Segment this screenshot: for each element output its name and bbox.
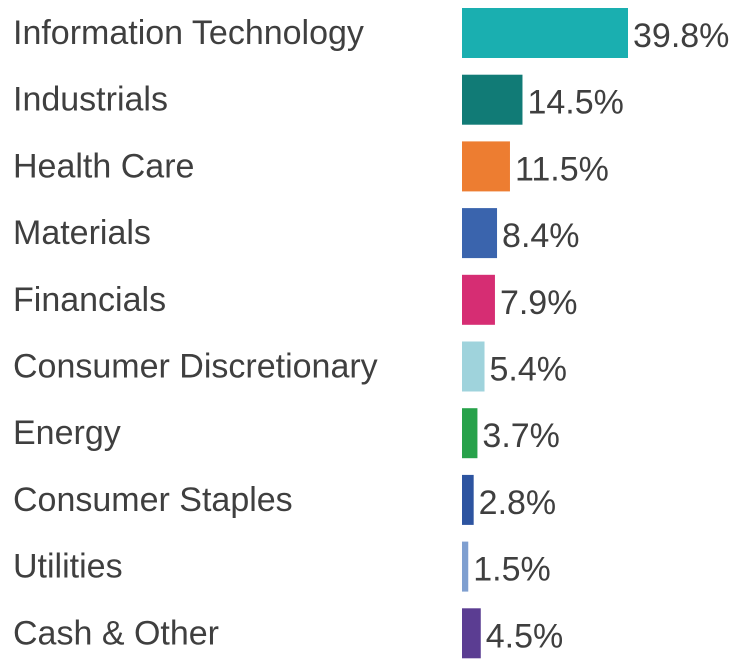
bar: [462, 141, 510, 192]
category-label: Information Technology: [13, 14, 364, 52]
category-label: Health Care: [13, 147, 194, 185]
bar: [462, 474, 474, 525]
bar: [462, 274, 495, 325]
value-labels: 39.8% 14.5% 11.5% 8.4% 7.9% 5.4% 3.7% 2.8% 1.5% 4…: [473, 17, 729, 655]
bars: [462, 8, 628, 659]
category-labels: Information Technology Industrials Health …: [13, 14, 378, 652]
bar: [462, 208, 498, 259]
value-label: 2.8%: [479, 484, 557, 522]
bar: [462, 74, 523, 125]
category-label: Financials: [13, 281, 166, 319]
category-label: Energy: [13, 414, 121, 452]
value-label: 3.7%: [482, 417, 559, 455]
bar: [462, 608, 481, 659]
value-label: 11.5%: [515, 150, 609, 188]
value-label: 4.5%: [486, 617, 563, 655]
value-label: 1.5%: [473, 551, 551, 589]
value-label: 5.4%: [490, 351, 567, 389]
value-label: 39.8%: [633, 17, 729, 55]
bar: [462, 408, 478, 459]
category-label: Consumer Staples: [13, 481, 293, 519]
category-label: Utilities: [13, 548, 123, 586]
category-label: Consumer Discretionary: [13, 348, 378, 386]
value-label: 14.5%: [527, 84, 623, 122]
bar: [462, 341, 485, 392]
category-label: Materials: [13, 214, 151, 252]
value-label: 7.9%: [500, 284, 577, 322]
bar: [462, 541, 469, 592]
value-label: 8.4%: [502, 217, 579, 255]
category-label: Cash & Other: [13, 614, 219, 652]
category-label: Industrials: [13, 81, 168, 119]
bar: [462, 8, 628, 58]
